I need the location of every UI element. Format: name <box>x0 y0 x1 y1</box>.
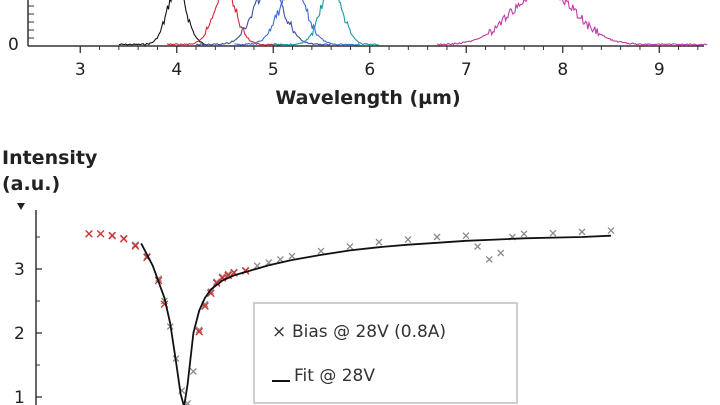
spectrum-series-line <box>272 0 379 46</box>
x-tick-label: 4 <box>171 60 182 80</box>
bias-point <box>520 230 528 238</box>
highlight-point <box>206 289 215 298</box>
highlight-point <box>195 327 204 336</box>
highlight-point <box>96 229 105 238</box>
x-tick-label: 8 <box>557 60 568 80</box>
y-axis-title-line2: (a.u.) <box>2 173 60 195</box>
bias-point <box>195 326 203 334</box>
spectrum-series-line <box>436 0 708 46</box>
spectrum-series-line <box>118 0 206 46</box>
highlight-point <box>131 242 140 250</box>
legend-label-fit: Fit @ 28V <box>294 366 375 386</box>
x-tick-label: 6 <box>364 60 375 80</box>
bias-point <box>433 233 441 241</box>
legend: × Bias @ 28V (0.8A) Fit @ 28V <box>253 302 518 404</box>
legend-marker-bias: × <box>272 322 286 342</box>
spectrum-series-line <box>234 0 361 46</box>
y-tick-label: 1 <box>14 388 25 405</box>
legend-box <box>253 302 518 404</box>
bias-point <box>578 228 586 236</box>
x-axis-title: Wavelength (µm) <box>275 87 460 109</box>
bias-point <box>346 243 354 251</box>
spectrum-panel: 3 4 5 6 7 8 9 0 Wavelength (µm) <box>8 0 708 109</box>
highlight-point <box>119 235 128 243</box>
bias-point <box>462 232 470 240</box>
bias-point <box>474 243 482 251</box>
highlight-point <box>85 229 93 238</box>
x-tick-label: 3 <box>75 60 86 80</box>
bias-point <box>189 367 197 375</box>
x-tick-label: 9 <box>654 60 665 80</box>
y-axis-arrow <box>17 203 25 210</box>
x-tick-label: 7 <box>461 60 472 80</box>
bias-point <box>607 227 615 235</box>
bias-point <box>131 241 139 249</box>
bias-point <box>549 229 557 237</box>
y-axis-title-line1: Intensity <box>2 147 98 169</box>
legend-label-bias: Bias @ 28V (0.8A) <box>292 322 446 342</box>
y-ticks-bottom: 1 2 3 <box>14 236 42 405</box>
spectrum-series-line <box>195 0 331 46</box>
bias-point <box>404 236 412 244</box>
fit-line <box>140 234 612 405</box>
spectrum-lines <box>118 0 708 46</box>
x-ticks: 3 4 5 6 7 8 9 <box>75 46 699 80</box>
y-ticks-top: 0 <box>8 5 34 55</box>
bias-point <box>288 252 296 260</box>
spectrum-series-line <box>166 0 284 46</box>
y-tick-label: 2 <box>14 324 25 344</box>
bias-point <box>497 249 505 257</box>
bias-point <box>317 247 325 255</box>
bias-point <box>485 255 493 263</box>
x-tick-label: 5 <box>268 60 279 80</box>
y-tick-label: 3 <box>14 260 25 280</box>
bias-point <box>375 238 383 246</box>
highlight-point <box>108 231 117 240</box>
highlight-points <box>85 229 250 336</box>
intensity-panel: Intensity (a.u.) 1 2 3 × Bias @ 28V (0.8A)… <box>2 147 615 405</box>
y-tick-label-top: 0 <box>8 35 19 55</box>
